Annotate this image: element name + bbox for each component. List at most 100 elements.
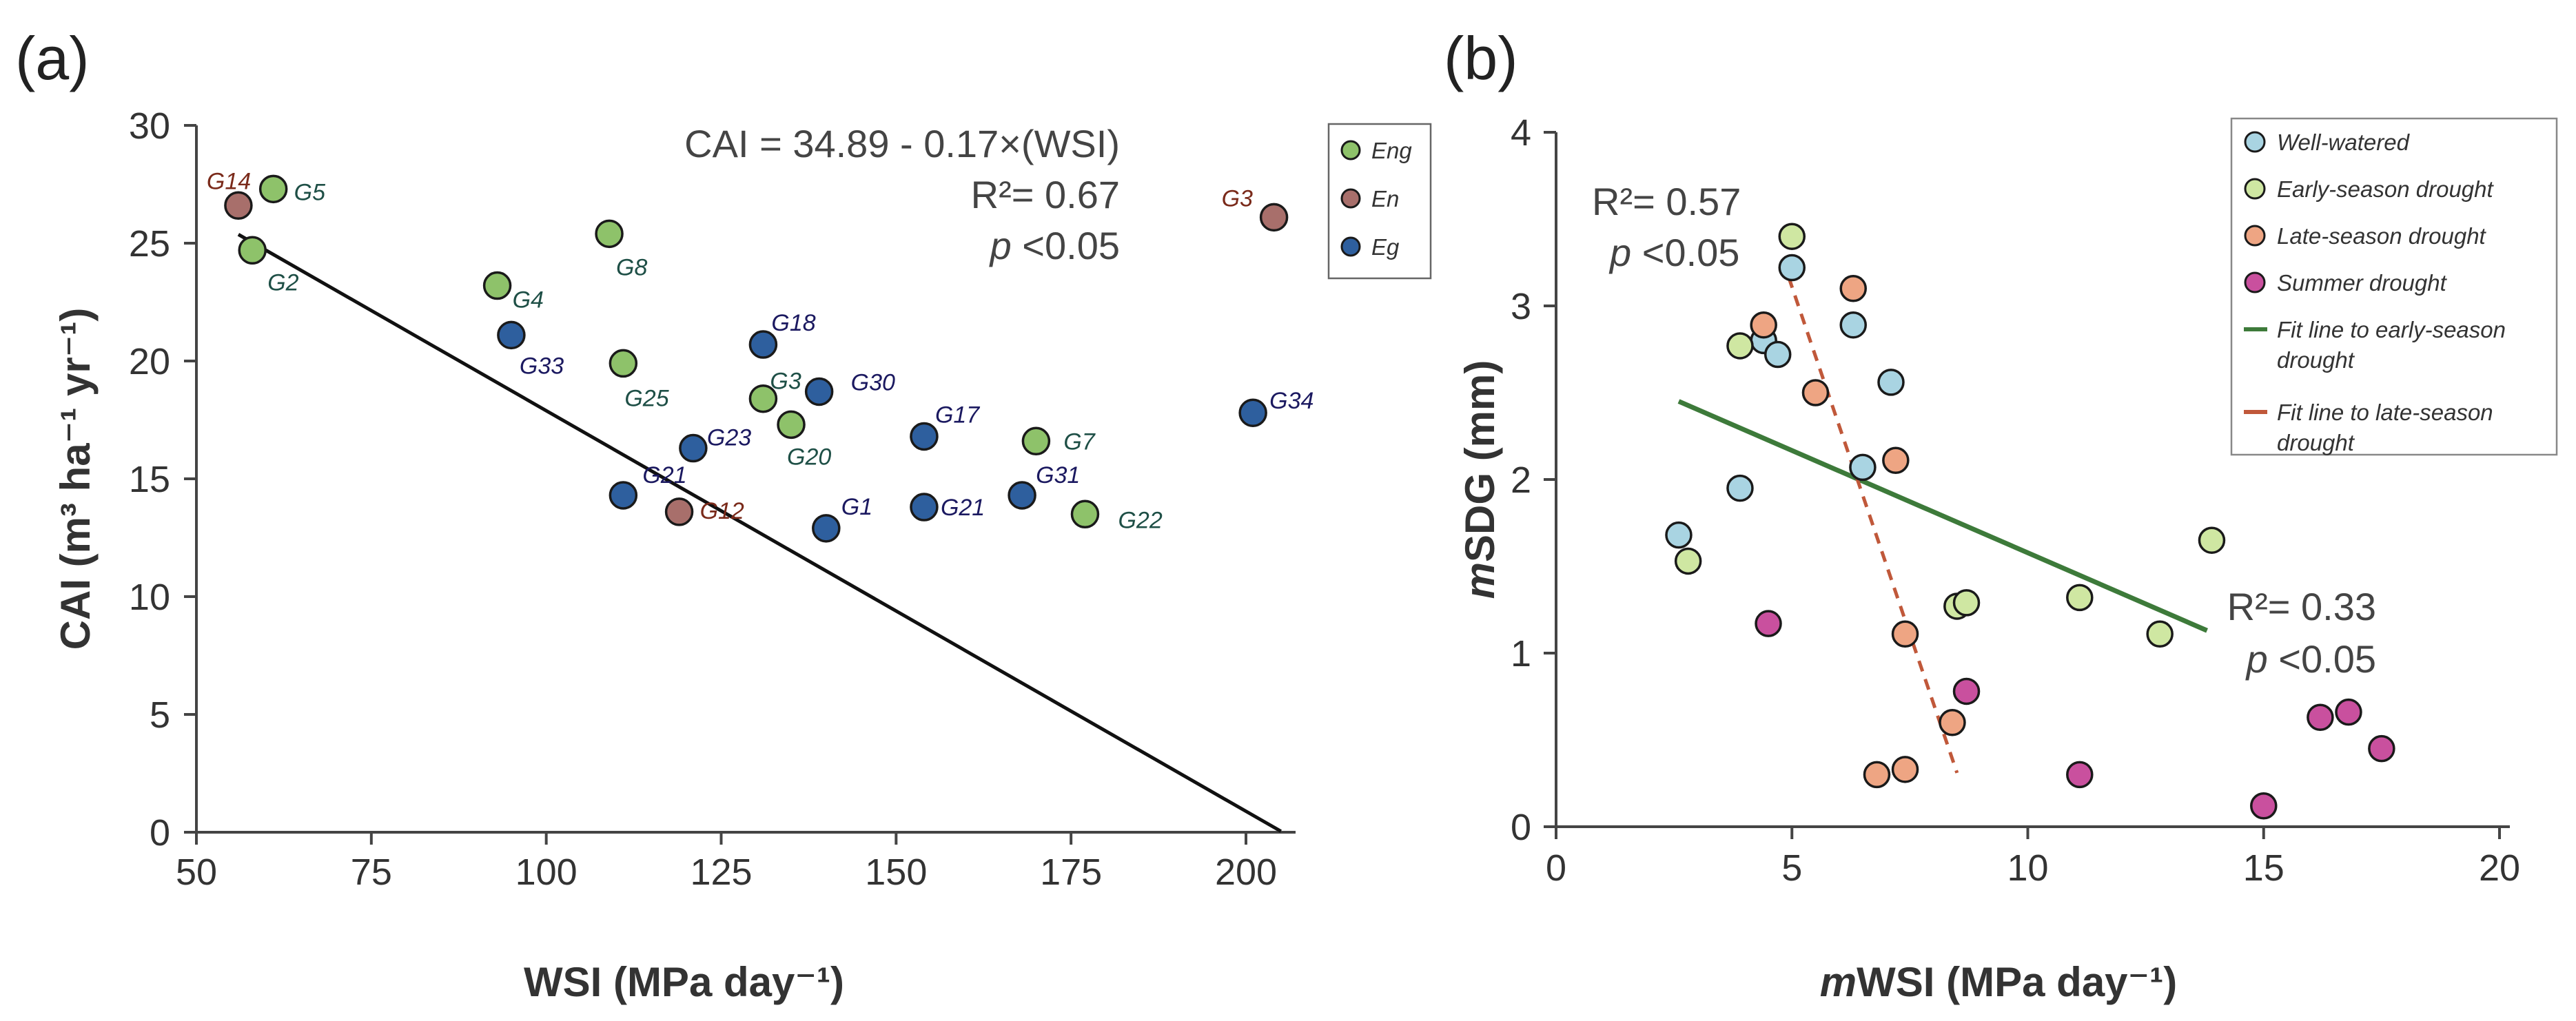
point-eg bbox=[679, 433, 708, 463]
point-late-season-drought bbox=[1891, 756, 1919, 783]
point-label: G14 bbox=[207, 168, 251, 194]
point-summer-drought bbox=[2066, 761, 2094, 789]
early-season-p-value: p <0.05 bbox=[2245, 637, 2376, 681]
legend-label-well-watered: Well-watered bbox=[2277, 130, 2411, 155]
y-tick-label: 5 bbox=[150, 694, 170, 736]
point-eg bbox=[804, 377, 834, 406]
x-tick-label: 175 bbox=[1040, 852, 1102, 893]
legend-label-fit-line-to-early-season-cont: drought bbox=[2277, 347, 2355, 373]
point-eng bbox=[258, 174, 288, 204]
y-tick-label: 15 bbox=[129, 459, 170, 500]
point-label: G20 bbox=[787, 444, 831, 470]
r-squared-label: R²= 0.67 bbox=[971, 173, 1120, 216]
point-en bbox=[1259, 203, 1289, 232]
point-label: G21 bbox=[642, 462, 686, 488]
fit-line-early-season bbox=[1677, 399, 2209, 633]
point-late-season-drought bbox=[1891, 620, 1919, 648]
point-label: G3 bbox=[770, 369, 801, 395]
panel-b-letter: (b) bbox=[1444, 24, 1518, 92]
point-eg bbox=[748, 330, 778, 359]
point-eng bbox=[595, 219, 624, 249]
point-eg bbox=[910, 422, 939, 451]
legend-marker-eg bbox=[1340, 236, 1361, 257]
early-season-r-squared: R²= 0.33 bbox=[2227, 585, 2376, 628]
point-eg bbox=[1238, 398, 1267, 427]
point-eng bbox=[777, 410, 806, 440]
y-tick-label: 20 bbox=[129, 341, 170, 382]
legend-marker-eng bbox=[1340, 140, 1361, 161]
x-tick-label: 5 bbox=[1781, 847, 1802, 889]
y-axis-title: CAI (m³ ha⁻¹ yr⁻¹) bbox=[52, 308, 99, 650]
point-label: G23 bbox=[707, 425, 751, 451]
point-eng bbox=[1070, 499, 1100, 529]
point-eg bbox=[609, 481, 638, 510]
legend-label-early-season-drought: Early-season drought bbox=[2277, 176, 2495, 202]
y-tick-label: 0 bbox=[1511, 807, 1531, 848]
point-label: G3 bbox=[1222, 185, 1253, 212]
x-axis-title: mWSI (MPa day⁻¹) bbox=[1820, 959, 2177, 1005]
point-early-season-drought bbox=[1778, 223, 1806, 250]
y-tick-label: 10 bbox=[129, 577, 170, 618]
point-well-watered bbox=[1778, 254, 1806, 282]
point-eng bbox=[482, 271, 512, 300]
point-early-season-drought bbox=[2066, 584, 2094, 612]
p-symbol: p bbox=[1608, 231, 1631, 274]
point-early-season-drought bbox=[2198, 526, 2226, 554]
legend-marker-late-season-drought bbox=[2244, 225, 2266, 247]
panel-a-letter: (a) bbox=[15, 24, 90, 92]
legend-marker-early-season-drought bbox=[2244, 178, 2266, 200]
point-well-watered bbox=[1764, 340, 1792, 369]
point-label: G33 bbox=[520, 353, 564, 379]
point-en bbox=[224, 191, 253, 220]
x-tick-label: 50 bbox=[176, 852, 217, 893]
x-tick-label: 15 bbox=[2243, 847, 2284, 889]
legend-a: Eng En Eg bbox=[1327, 123, 1432, 280]
y-tick-label: 25 bbox=[129, 223, 170, 265]
legend-label-summer-drought: Summer drought bbox=[2277, 270, 2448, 296]
point-well-watered bbox=[1877, 369, 1905, 396]
point-eng bbox=[748, 384, 778, 413]
y-tick-label: 4 bbox=[1511, 112, 1531, 154]
point-well-watered bbox=[1849, 453, 1877, 482]
legend-label-fit-line-to-early-season: Fit line to early-season bbox=[2277, 317, 2506, 342]
regression-equation: CAI = 34.89 - 0.17×(WSI) bbox=[684, 122, 1120, 165]
point-label: G25 bbox=[624, 385, 668, 411]
p-symbol: p bbox=[2245, 637, 2268, 681]
point-label: G2 bbox=[267, 269, 298, 296]
p-value: <0.05 bbox=[1012, 224, 1120, 267]
point-late-season-drought bbox=[1750, 311, 1777, 339]
legend-marker-well-watered bbox=[2244, 131, 2266, 153]
point-label: G30 bbox=[851, 369, 895, 395]
point-summer-drought bbox=[2307, 703, 2334, 731]
point-eng bbox=[1021, 426, 1051, 456]
legend-b: Well-watered Early-season drought Late-sea… bbox=[2230, 117, 2558, 456]
legend-label-fit-line-to-late-season-cont: drought bbox=[2277, 430, 2355, 455]
point-label: G4 bbox=[513, 287, 544, 313]
point-summer-drought bbox=[1952, 677, 1981, 705]
y-axis-title: mSDG (mm) bbox=[1457, 360, 1503, 599]
x-tick-label: 0 bbox=[1546, 847, 1566, 889]
point-eng bbox=[238, 236, 267, 265]
x-tick-label: 150 bbox=[865, 852, 927, 893]
panel-a-chart: (a) 50 75 100 125 150 175 200 0 5 10 15 20 25 30 WSI (… bbox=[15, 24, 1432, 1005]
point-late-season-drought bbox=[1939, 709, 1966, 736]
y-tick-label: 2 bbox=[1511, 460, 1531, 501]
point-label: G1 bbox=[841, 494, 872, 520]
legend-label-en: En bbox=[1371, 186, 1399, 212]
point-label: G22 bbox=[1118, 507, 1162, 533]
y-axis-title-prefix: m bbox=[1457, 562, 1503, 599]
point-summer-drought bbox=[2250, 792, 2278, 820]
point-late-season-drought bbox=[1863, 761, 1891, 789]
legend-label-fit-line-to-late-season: Fit line to late-season bbox=[2277, 400, 2493, 425]
point-well-watered bbox=[1839, 311, 1867, 339]
point-well-watered bbox=[1665, 521, 1693, 549]
point-summer-drought bbox=[2368, 734, 2395, 763]
point-label: G12 bbox=[700, 498, 744, 524]
late-season-r-squared: R²= 0.57 bbox=[1592, 180, 1741, 223]
point-well-watered bbox=[1726, 474, 1754, 502]
regression-fit-line bbox=[237, 233, 1282, 833]
point-eg bbox=[812, 514, 841, 543]
point-label: G18 bbox=[771, 310, 815, 336]
point-label: G7 bbox=[1063, 429, 1095, 455]
